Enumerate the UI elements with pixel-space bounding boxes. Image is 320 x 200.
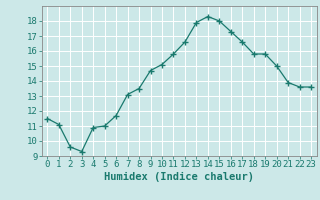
X-axis label: Humidex (Indice chaleur): Humidex (Indice chaleur) — [104, 172, 254, 182]
